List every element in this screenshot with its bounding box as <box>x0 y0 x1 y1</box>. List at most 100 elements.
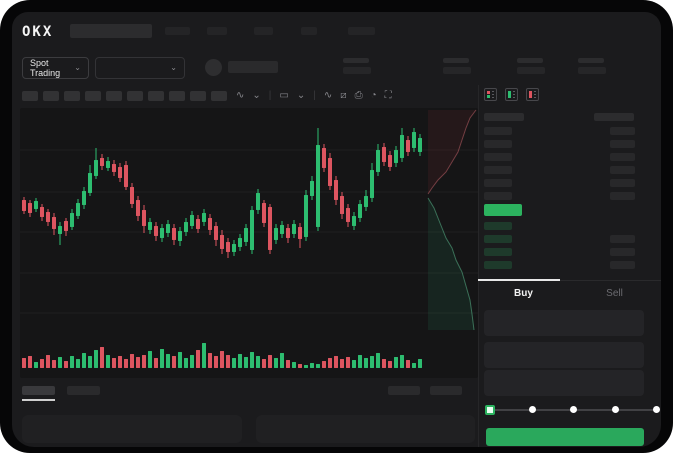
ask-amount-placeholder <box>610 179 635 187</box>
volume-bar <box>370 356 374 368</box>
chevron-down-icon[interactable]: ⌄ <box>296 90 306 101</box>
timeframe-placeholder[interactable] <box>106 91 122 101</box>
nav-item-placeholder[interactable] <box>301 27 317 35</box>
timeframe-placeholder[interactable] <box>148 91 164 101</box>
candle-body <box>52 217 56 229</box>
candle-body <box>418 138 422 152</box>
timer-icon[interactable]: ◔ <box>370 90 377 101</box>
order-form-field[interactable] <box>484 370 644 396</box>
volume-bar <box>388 361 392 368</box>
search-placeholder[interactable] <box>70 24 152 38</box>
bottom-tab[interactable] <box>67 386 100 395</box>
chevron-down-icon: ⌄ <box>170 63 177 72</box>
slider-stop[interactable] <box>611 406 619 413</box>
timeframe-placeholder[interactable] <box>85 91 101 101</box>
book-asks-icon[interactable] <box>526 88 539 101</box>
candle-body <box>94 160 98 176</box>
line-tool-icon[interactable]: ∿ <box>323 90 333 101</box>
ask-price-placeholder[interactable] <box>484 166 512 174</box>
stat-label-placeholder <box>517 58 543 63</box>
bid-price-placeholder[interactable] <box>484 222 512 230</box>
bottom-action-placeholder[interactable] <box>388 386 420 395</box>
timeframe-placeholder[interactable] <box>169 91 185 101</box>
volume-bar <box>100 347 104 368</box>
volume-bar <box>34 362 38 368</box>
orderbook-amount-header <box>594 113 634 121</box>
candlestick-chart[interactable] <box>12 12 661 447</box>
volume-bar <box>106 355 110 368</box>
book-bids-icon[interactable] <box>505 88 518 101</box>
slider-handle[interactable] <box>485 405 495 415</box>
nav-item-placeholder[interactable] <box>348 27 375 35</box>
slider-stop[interactable] <box>528 406 536 413</box>
market-type-dropdown[interactable]: Spot Trading ⌄ <box>22 57 89 79</box>
timeframe-placeholder[interactable] <box>190 91 206 101</box>
tab-sell[interactable]: Sell <box>606 288 623 299</box>
bid-price-placeholder[interactable] <box>484 235 512 243</box>
orders-panel-placeholder <box>22 415 242 443</box>
order-form-field[interactable] <box>484 310 644 336</box>
timeframe-placeholder[interactable] <box>127 91 143 101</box>
candle-body <box>214 226 218 240</box>
indicator-icon[interactable]: ▭ <box>279 90 289 101</box>
ask-price-placeholder[interactable] <box>484 179 512 187</box>
bid-price-placeholder[interactable] <box>484 248 512 256</box>
timeframe-placeholder[interactable] <box>211 91 227 101</box>
panel-divider <box>478 85 479 447</box>
candle-body <box>316 145 320 227</box>
ask-price-placeholder[interactable] <box>484 140 512 148</box>
book-combined-icon[interactable] <box>484 88 497 101</box>
candle-body <box>130 187 134 204</box>
chevron-down-icon[interactable]: ⌄ <box>252 90 261 101</box>
okx-app-window: OKX Spot Trading ⌄ ⌄ ∿ ⌄ | ▭ ⌄ | ∿ ⧄ ⎙ ◔ ⛶ <box>12 12 661 447</box>
tab-buy[interactable]: Buy <box>514 288 533 299</box>
amount-slider[interactable] <box>485 405 660 415</box>
compare-icon[interactable]: ⧄ <box>340 90 347 101</box>
timeframe-placeholder[interactable] <box>43 91 59 101</box>
candle-body <box>298 227 302 239</box>
ask-price-placeholder[interactable] <box>484 153 512 161</box>
candle-body <box>22 200 26 211</box>
stat-value-placeholder <box>443 67 471 74</box>
camera-icon[interactable]: ⎙ <box>354 90 363 101</box>
candle-body <box>100 158 104 166</box>
timeframe-placeholder[interactable] <box>22 91 38 101</box>
timeframe-placeholder[interactable] <box>64 91 80 101</box>
depth-bids-line <box>427 197 475 331</box>
market-type-label: Spot Trading <box>30 58 61 78</box>
bid-price-placeholder[interactable] <box>484 261 512 269</box>
volume-bar <box>118 356 122 368</box>
ask-amount-placeholder <box>610 192 635 200</box>
fullscreen-icon[interactable]: ⛶ <box>384 90 392 101</box>
candle-body <box>376 150 380 172</box>
nav-item-placeholder[interactable] <box>207 27 227 35</box>
candle-body <box>406 140 410 152</box>
candle-body <box>166 224 170 233</box>
buy-button[interactable] <box>486 428 644 446</box>
candle-body <box>382 147 386 162</box>
bottom-tab-active[interactable] <box>22 386 55 395</box>
toolbar-divider: | <box>313 90 316 101</box>
pair-name-placeholder <box>228 61 278 73</box>
pair-selector-dropdown[interactable]: ⌄ <box>95 57 185 79</box>
candle-body <box>304 195 308 237</box>
nav-item-placeholder[interactable] <box>254 27 273 35</box>
slider-stop[interactable] <box>570 406 577 413</box>
candle-body <box>352 216 356 226</box>
order-form-field[interactable] <box>484 342 644 368</box>
candle-chart-type-icon[interactable]: ∿ <box>236 90 245 101</box>
volume-bar <box>208 353 212 368</box>
candle-body <box>400 135 404 158</box>
slider-stop[interactable] <box>653 406 660 413</box>
ask-price-placeholder[interactable] <box>484 192 512 200</box>
volume-bar <box>154 358 158 368</box>
nav-item-placeholder[interactable] <box>165 27 190 35</box>
bottom-action-placeholder[interactable] <box>430 386 462 395</box>
candle-body <box>412 132 416 148</box>
volume-bar <box>244 357 248 368</box>
candle-body <box>268 207 272 250</box>
ask-price-placeholder[interactable] <box>484 127 512 135</box>
volume-bar <box>286 360 290 368</box>
candle-body <box>76 203 80 216</box>
stat-label-placeholder <box>343 58 369 63</box>
